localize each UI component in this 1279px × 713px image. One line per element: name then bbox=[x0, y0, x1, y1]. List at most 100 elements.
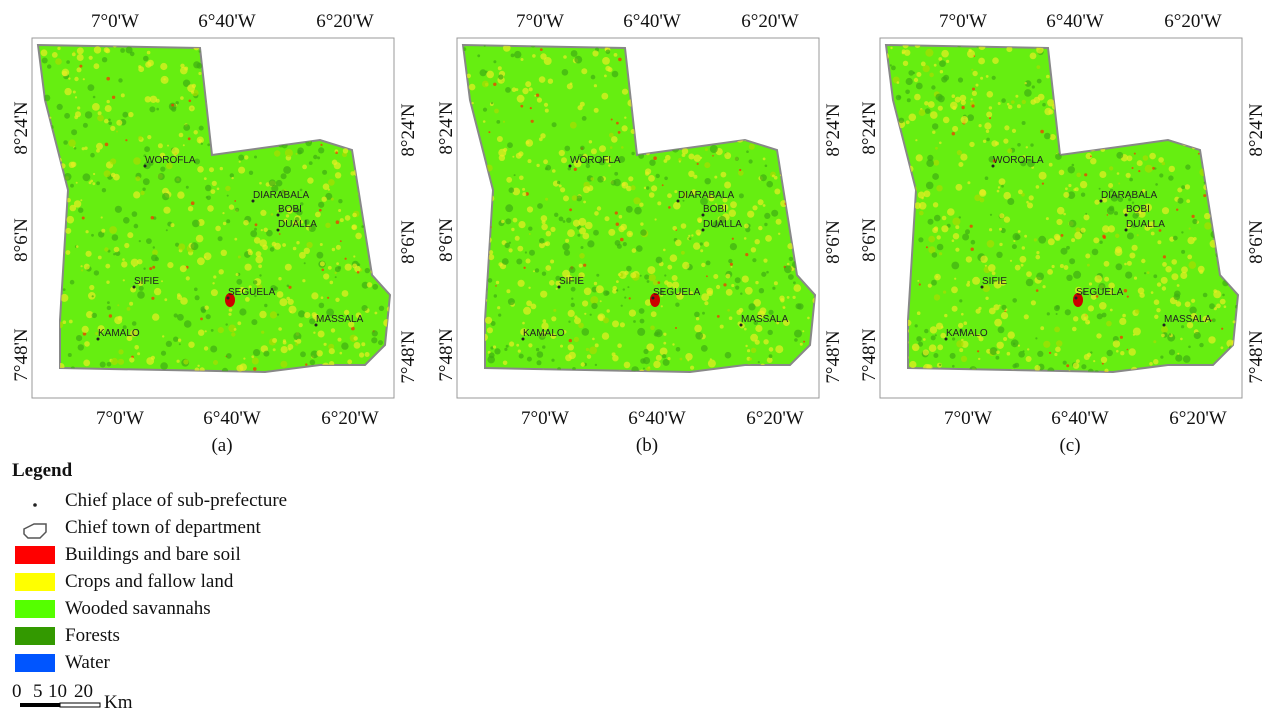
map-panel: 7°0'W6°40'W6°20'W7°0'W6°40'W6°20'W8°24'N… bbox=[859, 11, 1267, 456]
land-patch bbox=[1177, 284, 1180, 287]
land-patch bbox=[980, 77, 983, 80]
land-patch bbox=[1109, 206, 1114, 211]
land-patch bbox=[1056, 340, 1062, 346]
land-patch bbox=[335, 272, 337, 274]
land-patch bbox=[1012, 298, 1017, 303]
land-patch bbox=[89, 285, 94, 290]
land-patch bbox=[1010, 260, 1012, 262]
place-name: DIARABALA bbox=[678, 190, 734, 201]
land-patch bbox=[1169, 333, 1171, 335]
land-patch bbox=[74, 77, 78, 81]
land-patch bbox=[649, 274, 656, 281]
land-patch bbox=[522, 322, 525, 325]
land-patch bbox=[238, 155, 244, 161]
legend-label: Chief place of sub-prefecture bbox=[65, 490, 287, 511]
land-patch bbox=[1013, 343, 1016, 346]
land-patch bbox=[304, 248, 310, 254]
land-patch bbox=[207, 143, 210, 146]
land-patch bbox=[626, 206, 633, 213]
land-patch bbox=[954, 278, 956, 280]
land-patch bbox=[967, 114, 974, 121]
land-patch bbox=[681, 223, 687, 229]
land-patch bbox=[574, 337, 579, 342]
land-patch bbox=[746, 150, 749, 153]
land-patch bbox=[270, 311, 277, 318]
land-patch bbox=[987, 240, 995, 248]
land-patch bbox=[667, 357, 670, 360]
land-patch bbox=[207, 205, 214, 212]
land-patch bbox=[342, 290, 349, 297]
land-patch bbox=[334, 162, 341, 169]
land-patch bbox=[727, 309, 730, 312]
land-patch bbox=[107, 100, 110, 103]
land-patch bbox=[656, 174, 660, 178]
lat-label: 8°24'N bbox=[823, 103, 844, 157]
land-patch bbox=[690, 366, 694, 370]
land-patch bbox=[717, 315, 720, 318]
land-patch bbox=[64, 88, 71, 95]
land-patch bbox=[1020, 256, 1027, 263]
land-patch bbox=[972, 88, 975, 91]
land-patch bbox=[540, 291, 547, 298]
land-patch bbox=[1169, 349, 1175, 355]
land-patch bbox=[1145, 165, 1153, 173]
land-patch bbox=[559, 185, 562, 188]
land-patch bbox=[616, 280, 619, 283]
land-patch bbox=[548, 79, 553, 84]
land-patch bbox=[560, 187, 565, 192]
land-patch bbox=[986, 112, 992, 118]
land-patch bbox=[794, 338, 798, 342]
land-patch bbox=[1176, 209, 1178, 211]
land-patch bbox=[1001, 305, 1006, 310]
land-patch bbox=[573, 220, 580, 227]
scale-unit: Km bbox=[104, 692, 133, 713]
land-patch bbox=[663, 249, 666, 252]
land-patch bbox=[89, 56, 93, 60]
land-patch bbox=[952, 365, 955, 368]
land-patch bbox=[75, 96, 77, 98]
land-patch bbox=[269, 179, 276, 186]
land-patch bbox=[924, 101, 928, 105]
land-patch bbox=[1004, 216, 1010, 222]
land-patch bbox=[616, 223, 619, 226]
land-patch bbox=[1022, 121, 1026, 125]
land-patch bbox=[354, 336, 358, 340]
land-patch bbox=[248, 250, 253, 255]
land-patch bbox=[955, 225, 959, 229]
land-patch bbox=[238, 167, 245, 174]
land-patch bbox=[1222, 294, 1225, 297]
land-patch bbox=[259, 274, 261, 276]
land-patch bbox=[545, 265, 551, 271]
land-patch bbox=[745, 345, 747, 347]
land-patch bbox=[708, 360, 716, 368]
land-patch bbox=[1017, 143, 1021, 147]
land-patch bbox=[672, 226, 677, 231]
land-patch bbox=[1099, 241, 1102, 244]
land-patch bbox=[712, 155, 714, 157]
land-patch bbox=[890, 64, 892, 66]
land-patch bbox=[145, 96, 151, 102]
land-patch bbox=[776, 219, 782, 225]
land-patch bbox=[937, 235, 941, 239]
land-patch bbox=[74, 115, 78, 119]
land-patch bbox=[1038, 236, 1046, 244]
lon-label: 7°0'W bbox=[91, 11, 139, 32]
land-patch bbox=[509, 242, 511, 244]
land-patch bbox=[188, 137, 191, 140]
land-patch bbox=[323, 273, 329, 279]
lon-label: 6°40'W bbox=[628, 408, 686, 429]
land-patch bbox=[647, 266, 655, 274]
land-patch bbox=[1037, 79, 1042, 84]
land-patch bbox=[769, 354, 773, 358]
land-patch bbox=[550, 260, 554, 264]
land-patch bbox=[932, 123, 938, 129]
land-patch bbox=[494, 348, 500, 354]
land-patch bbox=[1017, 104, 1021, 108]
land-patch bbox=[205, 330, 207, 332]
land-patch bbox=[352, 264, 357, 269]
land-patch bbox=[161, 280, 163, 282]
land-patch bbox=[1036, 185, 1040, 189]
land-patch bbox=[93, 173, 95, 175]
land-patch bbox=[620, 322, 625, 327]
land-patch bbox=[581, 246, 584, 249]
